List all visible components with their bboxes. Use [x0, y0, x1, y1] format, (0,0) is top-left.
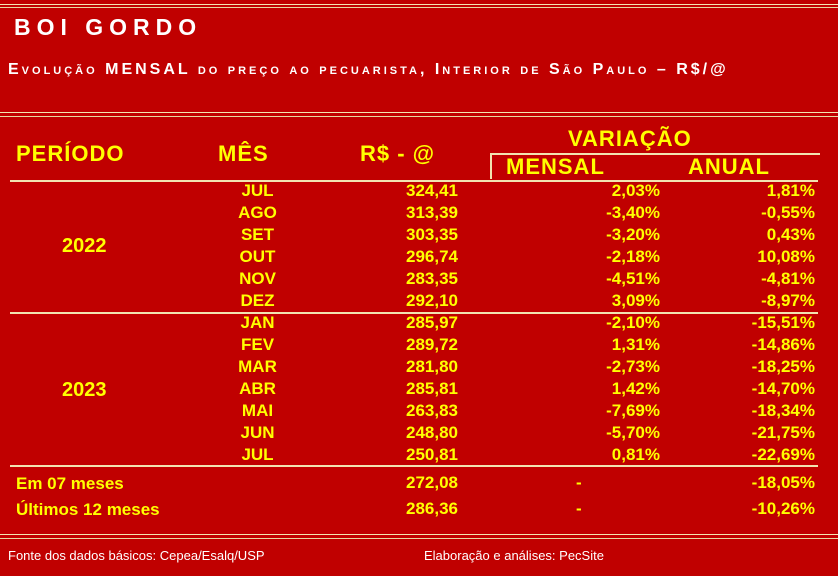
page-subtitle: Evolução MENSAL do preço ao pecuarista, …	[8, 61, 729, 78]
annual-variation-cell: -0,55%	[761, 203, 815, 222]
monthly-variation-cell: 1,31%	[611, 335, 660, 354]
monthly-variation-cell: -4,51%	[606, 269, 660, 288]
month-cell: MAI	[241, 401, 274, 420]
price-cell: 289,72	[406, 335, 458, 354]
summary-anual: -10,26%	[751, 499, 815, 518]
top-border-line	[0, 4, 838, 5]
annual-variation-cell: 10,08%	[757, 247, 815, 266]
month-cell: JAN	[240, 313, 275, 332]
month-cell: OUT	[239, 247, 276, 266]
price-cell: 303,35	[406, 225, 458, 244]
footer-divider-line	[0, 534, 838, 535]
summary-preco: 286,36	[406, 499, 458, 518]
annual-variation-cell: -18,34%	[751, 401, 815, 420]
annual-variation-cell: -4,81%	[761, 269, 815, 288]
header-divider-line	[0, 112, 838, 113]
price-cell: 250,81	[406, 445, 458, 464]
summary-label-12-meses: Últimos 12 meses	[16, 500, 160, 519]
annual-variation-cell: -14,70%	[751, 379, 815, 398]
price-cell: 324,41	[406, 181, 458, 200]
footer-fonte: Fonte dos dados básicos: Cepea/Esalq/USP	[8, 548, 265, 563]
page-title: BOI GORDO	[14, 14, 203, 40]
group-divider-line	[10, 312, 818, 314]
summary-anual: -18,05%	[751, 473, 815, 492]
price-cell: 292,10	[406, 291, 458, 310]
variacao-left-border	[490, 153, 492, 179]
price-cell: 248,80	[406, 423, 458, 442]
header-variacao: VARIAÇÃO	[568, 126, 692, 151]
month-cell: AGO	[238, 203, 277, 222]
month-cell: NOV	[239, 269, 276, 288]
header-mensal: MENSAL	[506, 154, 605, 179]
summary-divider-line	[10, 465, 818, 467]
header-periodo: PERÍODO	[16, 141, 125, 166]
month-cell: DEZ	[240, 291, 275, 310]
footer-elaboracao: Elaboração e análises: PecSite	[424, 548, 604, 563]
month-cell: JUN	[240, 423, 275, 442]
variacao-underline	[490, 153, 820, 155]
price-cell: 263,83	[406, 401, 458, 420]
price-cell: 281,80	[406, 357, 458, 376]
monthly-variation-cell: 0,81%	[611, 445, 660, 464]
price-cell: 285,97	[406, 313, 458, 332]
summary-label-7-meses: Em 07 meses	[16, 474, 124, 493]
month-cell: ABR	[239, 379, 276, 398]
header-preco: R$ - @	[360, 141, 436, 166]
price-cell: 283,35	[406, 269, 458, 288]
annual-variation-cell: -21,75%	[751, 423, 815, 442]
header-mes: MÊS	[218, 141, 269, 166]
monthly-variation-cell: -3,40%	[606, 203, 660, 222]
price-cell: 313,39	[406, 203, 458, 222]
month-cell: JUL	[241, 445, 274, 464]
summary-mensal: -	[576, 473, 582, 492]
summary-mensal: -	[576, 499, 582, 518]
month-cell: MAR	[238, 357, 277, 376]
top-border-line-2	[0, 7, 838, 8]
header-divider-line-2	[0, 116, 838, 117]
monthly-variation-cell: 3,09%	[611, 291, 660, 310]
footer-divider-line-2	[0, 538, 838, 539]
annual-variation-cell: -22,69%	[751, 445, 815, 464]
annual-variation-cell: -15,51%	[751, 313, 815, 332]
monthly-variation-cell: -2,10%	[606, 313, 660, 332]
year-label-2022: 2022	[62, 235, 107, 257]
annual-variation-cell: 1,81%	[766, 181, 815, 200]
annual-variation-cell: 0,43%	[766, 225, 815, 244]
header-anual: ANUAL	[688, 154, 770, 179]
summary-preco: 272,08	[406, 473, 458, 492]
year-label-2023: 2023	[62, 379, 107, 401]
price-cell: 296,74	[406, 247, 458, 266]
annual-variation-cell: -18,25%	[751, 357, 815, 376]
monthly-variation-cell: 2,03%	[611, 181, 660, 200]
monthly-variation-cell: -2,73%	[606, 357, 660, 376]
month-cell: FEV	[240, 335, 275, 354]
month-cell: SET	[240, 225, 275, 244]
monthly-variation-cell: -7,69%	[606, 401, 660, 420]
annual-variation-cell: -14,86%	[751, 335, 815, 354]
monthly-variation-cell: -3,20%	[606, 225, 660, 244]
monthly-variation-cell: -2,18%	[606, 247, 660, 266]
annual-variation-cell: -8,97%	[761, 291, 815, 310]
month-cell: JUL	[241, 181, 274, 200]
monthly-variation-cell: 1,42%	[611, 379, 660, 398]
table-top-line	[10, 180, 818, 182]
monthly-variation-cell: -5,70%	[606, 423, 660, 442]
price-cell: 285,81	[406, 379, 458, 398]
